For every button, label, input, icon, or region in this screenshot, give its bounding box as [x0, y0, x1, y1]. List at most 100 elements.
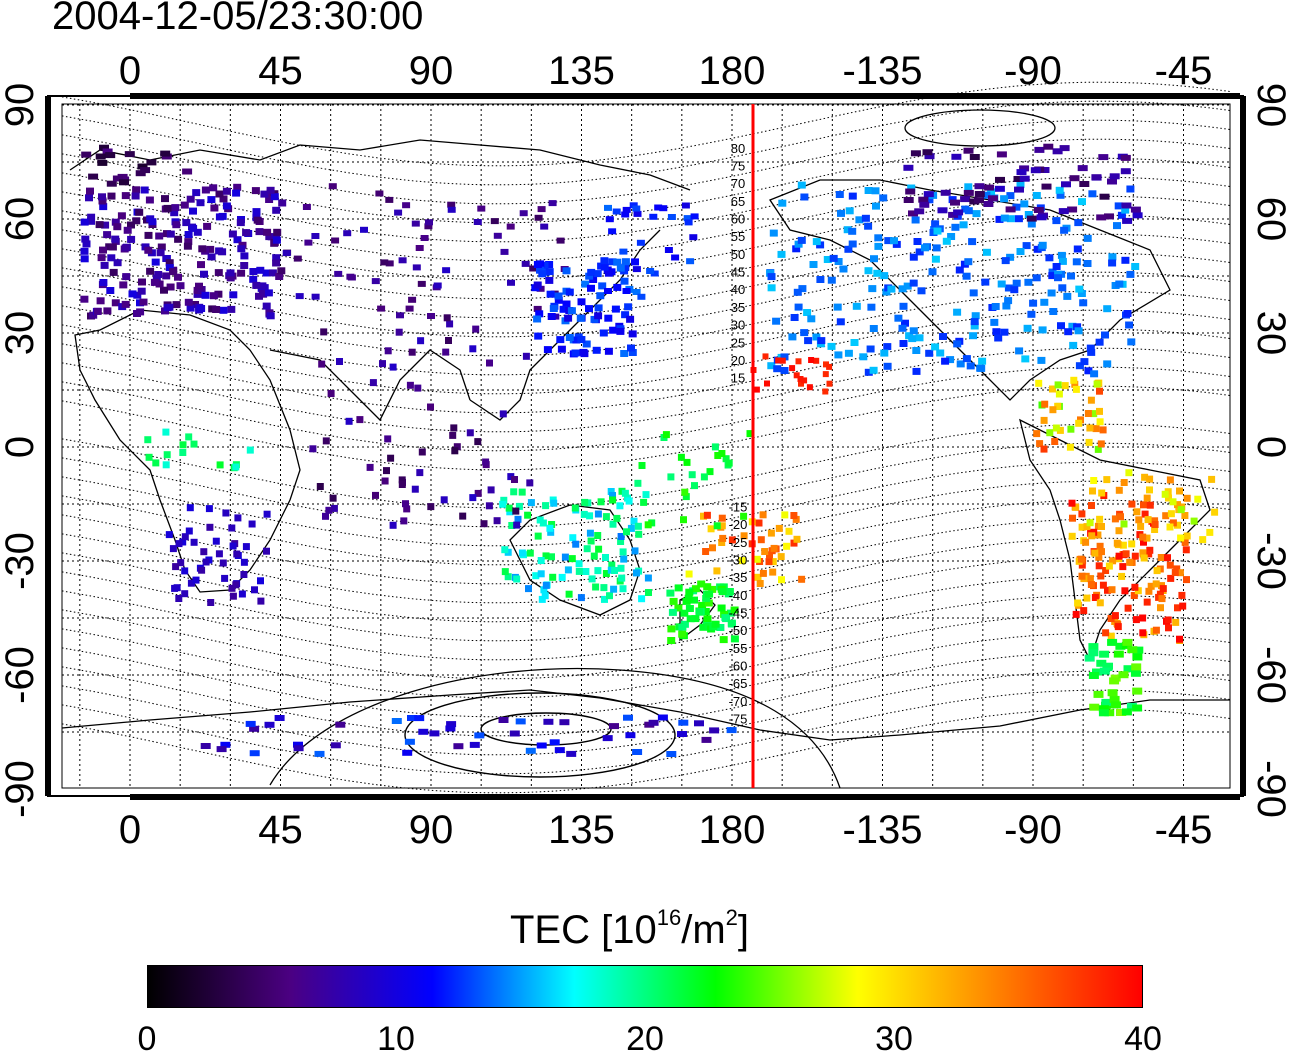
tec-cell [623, 528, 630, 536]
tec-cell [533, 281, 542, 289]
tec-cell [99, 279, 108, 286]
tec-cell [449, 431, 457, 439]
tec-cell [1104, 709, 1115, 717]
tec-cell [534, 214, 543, 221]
tec-cell [228, 524, 236, 532]
tec-cell [474, 438, 482, 446]
tec-cell [242, 543, 250, 551]
tec-cell [539, 519, 547, 527]
magnetic-latitude-label: -45 [729, 605, 748, 620]
tec-cell [700, 473, 708, 481]
tec-cell [1206, 528, 1214, 536]
tec-cell [1109, 557, 1117, 565]
tec-cell [598, 282, 607, 290]
lon-tick-bottom: 90 [409, 808, 454, 852]
tec-cell [1131, 663, 1142, 671]
tec-cell [730, 606, 739, 614]
tec-cell [703, 511, 711, 519]
tec-cell [446, 721, 457, 728]
tec-cell [1127, 646, 1138, 654]
tec-cell [633, 210, 642, 217]
magnetic-latitude-label: -30 [729, 552, 748, 567]
lat-tick-right: -30 [1249, 532, 1292, 590]
tec-cell [548, 553, 555, 561]
tec-cell [536, 285, 545, 292]
tec-cell [400, 517, 408, 525]
tec-cell [80, 255, 89, 263]
tec-cell [995, 176, 1005, 183]
tec-cell [272, 254, 281, 262]
tec-cell [1132, 704, 1143, 712]
tec-cell [443, 314, 451, 322]
tec-cell [899, 340, 908, 347]
tec-cell [864, 267, 873, 275]
tec-cell [628, 349, 637, 356]
coastline [74, 309, 301, 593]
tec-cell [121, 300, 130, 308]
tec-cell [680, 609, 689, 617]
tec-cell [406, 381, 414, 389]
tec-cell [762, 353, 769, 360]
tec-cell [898, 285, 907, 293]
lat-tick-left: 0 [0, 436, 42, 458]
tec-cell [781, 511, 789, 519]
tec-cell [547, 528, 555, 536]
tec-cell [1111, 515, 1119, 523]
lat-tick-left: -30 [0, 532, 42, 590]
tec-cell [1002, 302, 1011, 310]
tec-cell [620, 350, 629, 357]
tec-cell [138, 278, 146, 286]
tec-cell [1107, 632, 1115, 640]
tec-cell [535, 310, 544, 318]
tec-cell [807, 315, 816, 323]
tec-cell [1174, 521, 1181, 529]
tec-cell [1005, 206, 1016, 213]
tec-cell [674, 584, 683, 592]
tec-cell [1167, 510, 1175, 518]
tec-cell [1074, 219, 1083, 227]
tec-cell [418, 728, 429, 735]
tec-cell [272, 259, 281, 267]
tec-cell [1075, 362, 1084, 370]
tec-cell [318, 360, 326, 368]
tec-cell [713, 567, 721, 575]
tec-cell [859, 353, 868, 361]
tec-cell [238, 590, 246, 598]
tec-cell [148, 218, 157, 226]
tec-cell [197, 305, 206, 312]
tec-cell [536, 742, 547, 749]
tec-cell [1078, 510, 1086, 518]
tec-cell [1056, 191, 1065, 199]
tec-cell [582, 568, 590, 575]
tec-cell [1016, 169, 1027, 176]
tec-cell [1174, 604, 1181, 612]
tec-cell [275, 273, 284, 280]
tec-cell [384, 435, 392, 443]
tec-cell [785, 527, 793, 535]
tec-cell [1139, 629, 1147, 637]
tec-cell [1013, 176, 1024, 182]
tec-cell [609, 492, 616, 499]
frame-bars [45, 93, 1246, 800]
tec-cell [683, 458, 691, 466]
tec-cell [538, 595, 546, 603]
lon-tick-bottom: 135 [548, 808, 615, 852]
tec-cell [783, 542, 791, 550]
tec-cell [1040, 445, 1048, 453]
tec-cell [316, 483, 324, 490]
tec-cell [174, 235, 183, 243]
tec-cell [707, 525, 715, 533]
tec-cell [469, 345, 477, 353]
tec-cell [1108, 253, 1117, 261]
tec-cell [726, 727, 737, 734]
tec-cell [605, 216, 614, 223]
tec-cell [917, 287, 926, 295]
tec-cell [804, 337, 813, 345]
tec-cell [366, 463, 374, 471]
tec-cell [1023, 324, 1032, 332]
tec-cell [1089, 487, 1096, 495]
tec-cell [554, 747, 565, 754]
tec-cell [848, 240, 857, 248]
tec-cell [587, 537, 595, 545]
tec-cell [107, 254, 116, 262]
